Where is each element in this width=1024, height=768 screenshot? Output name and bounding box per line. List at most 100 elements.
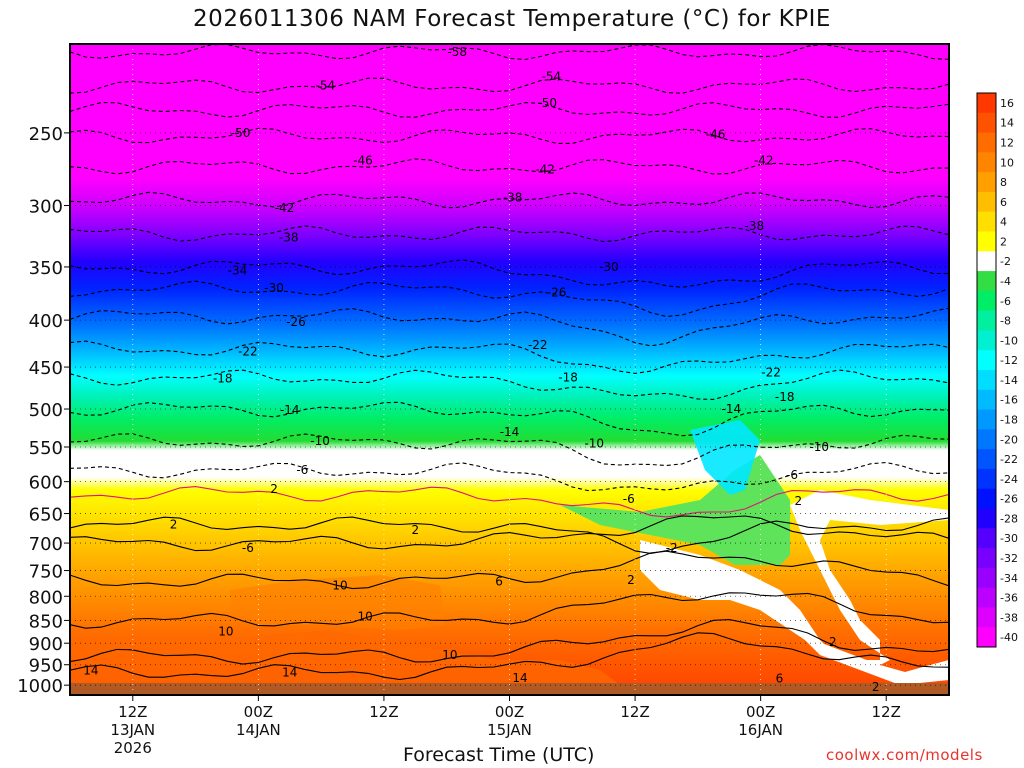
contour-label: -6	[242, 541, 254, 555]
contour-label: -26	[286, 315, 306, 329]
colorbar-label: -28	[1000, 512, 1018, 525]
colorbar-label: 14	[1000, 117, 1014, 130]
contour-line	[70, 433, 949, 467]
contour-label: 2	[627, 573, 635, 587]
contour-line	[70, 515, 949, 552]
y-tick-label: 900	[29, 634, 63, 655]
colorbar-cell	[977, 231, 996, 252]
colorbar-label: -6	[1000, 295, 1011, 308]
contour-label: -18	[213, 371, 233, 385]
contour-label: -14	[722, 402, 742, 416]
y-tick-label: 350	[29, 258, 63, 279]
contour-label: -18	[775, 390, 795, 404]
contour-label: 14	[282, 666, 297, 680]
colorbar-cell	[977, 370, 996, 391]
x-tick-label: 12Z	[872, 703, 901, 721]
contour-label: -50	[231, 126, 251, 140]
contour-label: -30	[599, 260, 619, 274]
colorbar-label: -16	[1000, 394, 1018, 407]
contour-line	[70, 550, 949, 590]
contour-line	[70, 101, 949, 118]
contour-line	[70, 158, 949, 175]
colorbar-label: -8	[1000, 315, 1011, 328]
gridlines	[70, 44, 949, 695]
colorbar-cell	[977, 152, 996, 173]
cold-pocket-cyan	[690, 420, 760, 495]
colorbar-label: -32	[1000, 552, 1018, 565]
y-tick-label: 600	[29, 473, 63, 494]
contour-line	[70, 340, 949, 374]
contour-line	[70, 307, 949, 347]
contour-label: -18	[558, 371, 578, 385]
colorbar-cell	[977, 211, 996, 232]
colorbar-label: -38	[1000, 611, 1018, 624]
contour-label: 14	[83, 664, 98, 678]
contour-line	[70, 225, 949, 243]
contour-label: -42	[535, 162, 555, 176]
colorbar-label: -22	[1000, 453, 1018, 466]
contour-label: -38	[279, 230, 299, 244]
contour-line	[70, 127, 949, 144]
y-tick-label: 250	[29, 124, 63, 145]
colorbar-label: 8	[1000, 176, 1007, 189]
y-tick-label: 650	[29, 505, 63, 526]
colorbar-cell	[977, 310, 996, 331]
colorbar-label: -14	[1000, 374, 1018, 387]
warm-core-mid	[230, 575, 445, 630]
contour-label: -42	[754, 154, 774, 168]
contour-label: -54	[542, 69, 562, 83]
contour-label: 10	[442, 648, 457, 662]
contour-label: -30	[264, 281, 284, 295]
contour-label: -50	[537, 96, 557, 110]
colorbar-label: 16	[1000, 97, 1014, 110]
contour-label: -22	[761, 365, 781, 379]
y-axis: 2503003504004505005506006507007508008509…	[17, 124, 70, 697]
contour-label: -6	[296, 463, 308, 477]
colorbar-cell	[977, 449, 996, 470]
colorbar-label: -34	[1000, 572, 1018, 585]
contour-label: 2	[270, 482, 278, 496]
colorbar-cell	[977, 271, 996, 292]
colorbar-cell	[977, 468, 996, 490]
y-tick-label: 450	[29, 358, 63, 379]
contour-label: -38	[503, 190, 523, 204]
contour-labels: -58 -54 -54 -50 -50 -46 -46 -42 -42 -42 -38 -38 -38 -…	[83, 45, 879, 694]
colorbar-cell	[977, 548, 996, 569]
y-tick-label: 950	[29, 656, 63, 677]
contour-label: -10	[310, 434, 330, 448]
plot-area: -58 -54 -54 -50 -50 -46 -46 -42 -42 -42 -38 -38 -38 -…	[70, 44, 949, 695]
y-tick-label: 500	[29, 400, 63, 421]
contour-label: 10	[357, 610, 372, 624]
colorbar-cell	[977, 172, 996, 193]
colorbar-cell	[977, 330, 996, 351]
colorbar-cell	[977, 528, 996, 549]
colorbar-cell	[977, 191, 996, 213]
contour-label: -22	[238, 345, 258, 359]
colorbar-label: -40	[1000, 631, 1018, 644]
contour-label: -22	[528, 338, 548, 352]
white-band-east	[640, 490, 949, 670]
x-tick-label: 00Z	[495, 703, 524, 721]
colorbar-label: -36	[1000, 592, 1018, 605]
colorbar-frame	[976, 92, 997, 648]
colorbar-cell	[977, 93, 996, 114]
contour-label: 6	[495, 575, 503, 589]
contour-label: -6	[786, 468, 798, 482]
colorbar-cell	[977, 508, 996, 529]
contour-label: 2	[872, 680, 880, 694]
colorbar-cell	[977, 429, 996, 450]
colorbar-cell	[977, 112, 996, 134]
contour-label: -2	[666, 541, 678, 555]
colorbar-label: -12	[1000, 354, 1018, 367]
colorbar-label: -26	[1000, 493, 1018, 506]
contour-label: -42	[275, 201, 295, 215]
contour-line	[70, 259, 949, 288]
colorbar-label: -4	[1000, 275, 1011, 288]
colorbar-cell	[977, 587, 996, 608]
contour-line	[70, 77, 949, 94]
contour-label: 2	[412, 523, 420, 537]
y-tick-label: 800	[29, 587, 63, 608]
colorbar: 16 14 12 10 8 6 4 2 -2 -4 -6 -8 -10 -12 -14 -16 -18 -20 -2…	[976, 92, 1018, 648]
contour-label: 14	[512, 671, 527, 685]
